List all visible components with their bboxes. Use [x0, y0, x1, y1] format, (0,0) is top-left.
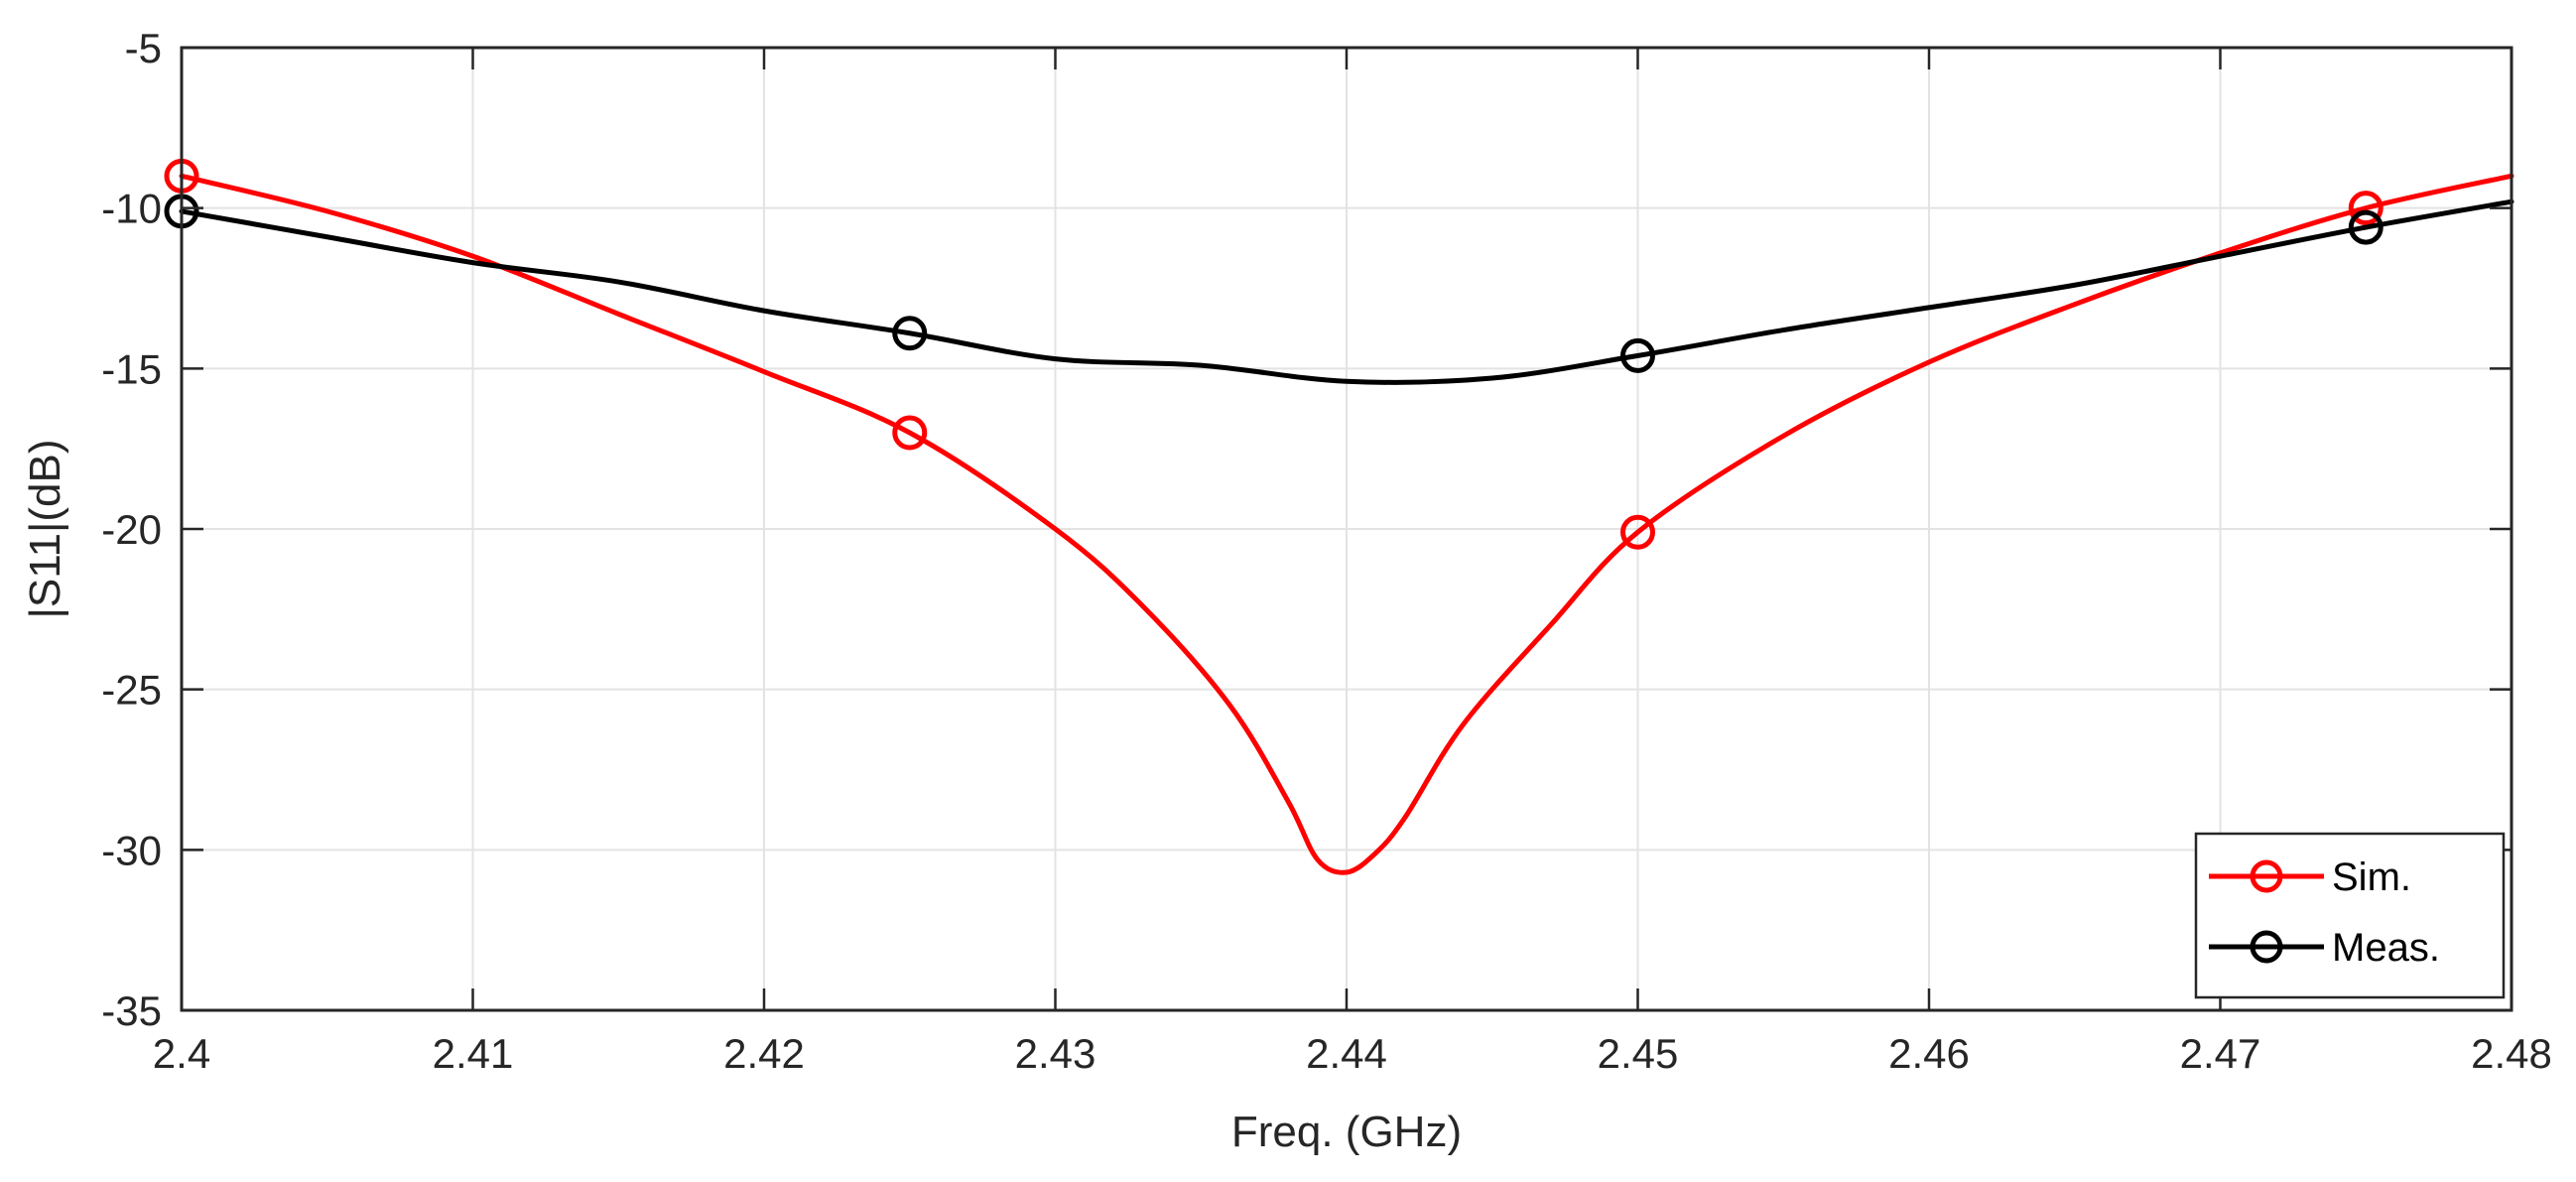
legend-label-meas: Meas. [2332, 926, 2440, 970]
data-point-meas [1620, 337, 1655, 373]
data-point-sim [1620, 514, 1655, 550]
x-tick-label: 2.43 [1015, 1030, 1096, 1077]
data-point-sim [2348, 191, 2383, 226]
x-tick-label: 2.42 [723, 1030, 805, 1077]
x-tick-label: 2.4 [153, 1030, 210, 1077]
legend-entry-meas: Meas. [2209, 926, 2440, 970]
y-tick-label: -10 [101, 186, 162, 232]
legend-entry-sim: Sim. [2209, 855, 2411, 899]
x-tick-label: 2.45 [1598, 1030, 1679, 1077]
legend-marker-meas [2250, 930, 2283, 964]
x-tick-label: 2.41 [433, 1030, 514, 1077]
x-tick-label: 2.46 [1888, 1030, 1970, 1077]
legend: Sim. Meas. [2194, 832, 2506, 999]
y-axis-title: |S11|(dB) [21, 439, 69, 618]
ticks: 2.4 2.41 2.42 2.43 2.44 2.45 2.46 2.47 2.48 -5 -10… [101, 25, 2552, 1077]
data-point-sim [892, 415, 928, 451]
series-line-meas [179, 198, 2514, 385]
data-point-meas [892, 316, 928, 351]
data-point-meas [2348, 209, 2383, 245]
legend-box [2194, 832, 2506, 999]
x-tick-label: 2.44 [1306, 1030, 1387, 1077]
legend-marker-sim [2250, 859, 2283, 893]
y-tick-label: -20 [101, 506, 162, 553]
y-tick-label: -35 [101, 987, 162, 1034]
x-tick-label: 2.48 [2471, 1030, 2552, 1077]
y-tick-label: -15 [101, 345, 162, 392]
series-line-sim [179, 173, 2514, 875]
x-axis-title: Freq. (GHz) [1231, 1108, 1462, 1156]
y-tick-label: -25 [101, 667, 162, 714]
y-tick-label: -5 [125, 25, 162, 71]
x-tick-label: 2.47 [2180, 1030, 2261, 1077]
y-tick-label: -30 [101, 827, 162, 873]
legend-label-sim: Sim. [2332, 855, 2411, 899]
